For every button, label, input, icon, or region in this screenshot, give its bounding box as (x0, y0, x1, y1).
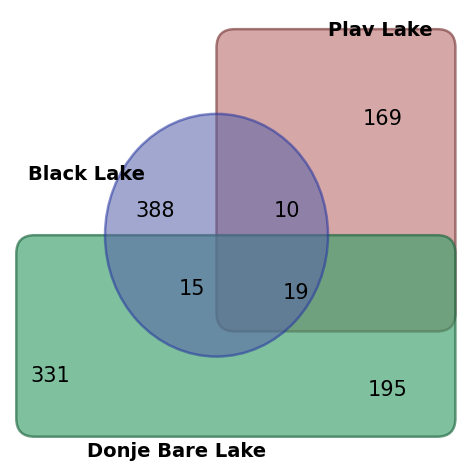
Text: 388: 388 (136, 200, 175, 220)
Text: 10: 10 (274, 200, 301, 220)
FancyBboxPatch shape (217, 30, 456, 332)
Text: Donje Bare Lake: Donje Bare Lake (87, 441, 266, 460)
Text: Plav Lake: Plav Lake (328, 20, 433, 40)
FancyBboxPatch shape (16, 236, 456, 437)
Text: Black Lake: Black Lake (27, 165, 145, 184)
Text: 331: 331 (30, 365, 70, 385)
Text: 169: 169 (363, 109, 402, 129)
Text: 15: 15 (178, 278, 205, 298)
Ellipse shape (105, 115, 328, 357)
Text: 195: 195 (367, 379, 407, 399)
Text: 19: 19 (283, 283, 310, 303)
